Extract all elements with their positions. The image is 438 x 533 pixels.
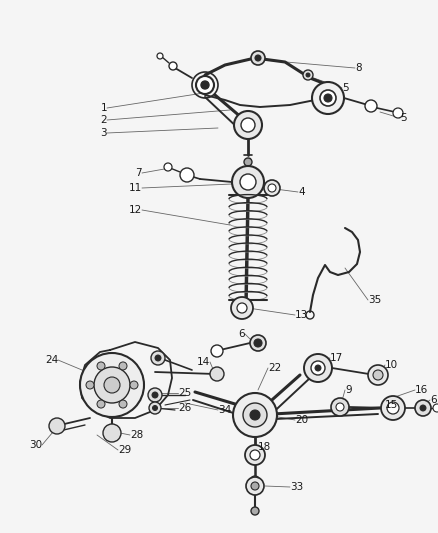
Circle shape bbox=[381, 396, 405, 420]
Circle shape bbox=[255, 55, 261, 61]
Text: 30: 30 bbox=[29, 440, 42, 450]
Text: 35: 35 bbox=[368, 295, 381, 305]
Circle shape bbox=[320, 90, 336, 106]
Text: 18: 18 bbox=[258, 442, 271, 452]
Circle shape bbox=[433, 404, 438, 412]
Circle shape bbox=[164, 163, 172, 171]
Circle shape bbox=[240, 174, 256, 190]
Text: 6: 6 bbox=[238, 329, 245, 339]
Circle shape bbox=[180, 168, 194, 182]
Circle shape bbox=[130, 381, 138, 389]
Circle shape bbox=[393, 108, 403, 118]
Circle shape bbox=[251, 507, 259, 515]
Circle shape bbox=[250, 476, 260, 486]
Circle shape bbox=[241, 118, 255, 132]
Text: 6: 6 bbox=[430, 395, 437, 405]
Circle shape bbox=[80, 353, 144, 417]
Circle shape bbox=[86, 381, 94, 389]
Circle shape bbox=[245, 445, 265, 465]
Circle shape bbox=[151, 351, 165, 365]
Text: 1: 1 bbox=[100, 103, 107, 113]
Text: 8: 8 bbox=[355, 63, 362, 73]
Text: 16: 16 bbox=[415, 385, 428, 395]
Circle shape bbox=[250, 410, 260, 420]
Circle shape bbox=[250, 335, 266, 351]
Circle shape bbox=[336, 403, 344, 411]
Circle shape bbox=[324, 94, 332, 102]
Circle shape bbox=[210, 367, 224, 381]
Text: 12: 12 bbox=[129, 205, 142, 215]
Circle shape bbox=[303, 70, 313, 80]
Circle shape bbox=[155, 355, 161, 361]
Circle shape bbox=[368, 365, 388, 385]
Circle shape bbox=[251, 51, 265, 65]
Circle shape bbox=[94, 367, 130, 403]
Circle shape bbox=[312, 82, 344, 114]
Text: 33: 33 bbox=[290, 482, 303, 492]
Circle shape bbox=[231, 297, 253, 319]
Circle shape bbox=[250, 450, 260, 460]
Text: 2: 2 bbox=[100, 115, 107, 125]
Text: 25: 25 bbox=[178, 388, 191, 398]
Text: 14: 14 bbox=[197, 357, 210, 367]
Circle shape bbox=[373, 370, 383, 380]
Circle shape bbox=[232, 166, 264, 198]
Text: 5: 5 bbox=[400, 113, 406, 123]
Circle shape bbox=[169, 62, 177, 70]
Circle shape bbox=[97, 400, 105, 408]
Circle shape bbox=[97, 362, 105, 370]
Text: 7: 7 bbox=[135, 168, 142, 178]
Circle shape bbox=[415, 400, 431, 416]
Circle shape bbox=[315, 365, 321, 371]
Circle shape bbox=[365, 100, 377, 112]
Circle shape bbox=[420, 405, 426, 411]
Circle shape bbox=[211, 345, 223, 357]
Circle shape bbox=[243, 403, 267, 427]
Circle shape bbox=[237, 303, 247, 313]
Circle shape bbox=[246, 477, 264, 495]
Circle shape bbox=[157, 53, 163, 59]
Text: 4: 4 bbox=[298, 187, 304, 197]
Circle shape bbox=[331, 398, 349, 416]
Text: 34: 34 bbox=[218, 405, 231, 415]
Text: 29: 29 bbox=[118, 445, 131, 455]
Circle shape bbox=[119, 362, 127, 370]
Text: 22: 22 bbox=[268, 363, 281, 373]
Circle shape bbox=[387, 402, 399, 414]
Circle shape bbox=[104, 377, 120, 393]
Text: 10: 10 bbox=[385, 360, 398, 370]
Circle shape bbox=[234, 111, 262, 139]
Circle shape bbox=[103, 424, 121, 442]
Text: 28: 28 bbox=[130, 430, 143, 440]
Circle shape bbox=[244, 158, 252, 166]
Circle shape bbox=[49, 418, 65, 434]
Circle shape bbox=[196, 76, 214, 94]
Text: 17: 17 bbox=[330, 353, 343, 363]
Circle shape bbox=[149, 402, 161, 414]
Circle shape bbox=[119, 400, 127, 408]
Circle shape bbox=[148, 388, 162, 402]
Circle shape bbox=[254, 339, 262, 347]
Circle shape bbox=[233, 393, 277, 437]
Circle shape bbox=[311, 361, 325, 375]
Text: 13: 13 bbox=[295, 310, 308, 320]
Text: 15: 15 bbox=[385, 400, 398, 410]
Circle shape bbox=[152, 392, 158, 398]
Text: 3: 3 bbox=[100, 128, 107, 138]
Circle shape bbox=[306, 73, 310, 77]
Text: 24: 24 bbox=[45, 355, 58, 365]
Text: 9: 9 bbox=[345, 385, 352, 395]
Text: 20: 20 bbox=[295, 415, 308, 425]
Text: 26: 26 bbox=[178, 403, 191, 413]
Text: 5: 5 bbox=[342, 83, 349, 93]
Circle shape bbox=[251, 482, 259, 490]
Circle shape bbox=[304, 354, 332, 382]
Circle shape bbox=[264, 180, 280, 196]
Circle shape bbox=[152, 406, 158, 410]
Circle shape bbox=[268, 184, 276, 192]
Circle shape bbox=[201, 81, 209, 89]
Text: 11: 11 bbox=[129, 183, 142, 193]
